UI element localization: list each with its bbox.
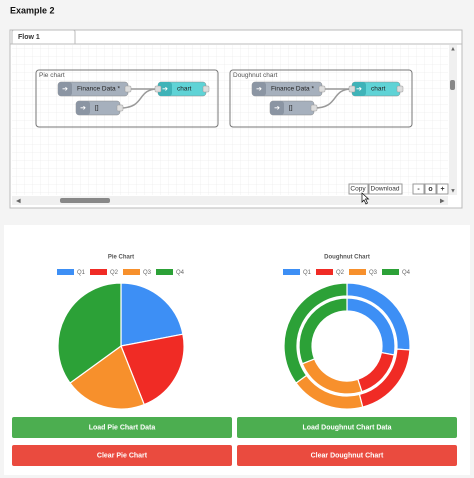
node-port[interactable]	[202, 85, 210, 93]
node-icon-glyph: ➔	[80, 105, 86, 112]
zoom-label[interactable]: -	[417, 186, 420, 193]
legend-label[interactable]: Q4	[402, 270, 411, 276]
slice	[120, 333, 185, 406]
group-label: Pie chart	[39, 72, 65, 79]
zoom-button[interactable]	[424, 183, 437, 195]
group-box[interactable]	[229, 69, 413, 128]
button-label[interactable]: Clear Pie Chart	[97, 452, 148, 459]
node-icon-glyph: ➔	[62, 86, 68, 93]
node-icon[interactable]	[76, 101, 90, 115]
node-icon[interactable]	[252, 82, 266, 96]
node-icon-glyph: ➔	[256, 86, 262, 93]
legend-label[interactable]: Q3	[143, 270, 152, 276]
legend-swatch[interactable]	[57, 269, 74, 275]
button-label[interactable]: Load Doughnut Chart Data	[302, 424, 391, 431]
zoom-label[interactable]: o	[428, 186, 432, 193]
button[interactable]	[12, 445, 232, 466]
slice	[283, 282, 348, 384]
node-icon[interactable]	[352, 82, 366, 96]
slice	[120, 282, 184, 347]
node-port[interactable]	[124, 85, 132, 93]
page-title: Example 2	[10, 5, 55, 15]
legend-swatch[interactable]	[283, 269, 300, 275]
node-port[interactable]	[154, 85, 162, 93]
slice	[69, 345, 145, 410]
node-label[interactable]: Finance Data *	[77, 86, 120, 93]
node-icon-glyph: ➔	[274, 105, 280, 112]
group-box[interactable]	[35, 69, 219, 128]
download-button[interactable]	[368, 183, 403, 195]
node-icon-glyph: ➔	[356, 86, 362, 93]
node-icon[interactable]	[158, 82, 172, 96]
node-label[interactable]: Finance Data *	[271, 86, 314, 93]
h-scrollbar[interactable]	[12, 196, 448, 205]
button[interactable]	[237, 445, 457, 466]
node-icon-glyph: ➔	[162, 86, 168, 93]
node-port[interactable]	[310, 104, 318, 112]
node-label[interactable]: []	[289, 105, 293, 112]
node-icon[interactable]	[58, 82, 72, 96]
chart-title: Doughnut Chart	[324, 255, 370, 261]
slice	[298, 297, 348, 365]
v-scrollbar[interactable]	[449, 45, 457, 195]
node-port[interactable]	[396, 85, 404, 93]
tab[interactable]	[11, 29, 76, 44]
slice	[57, 282, 122, 384]
h-scroll-thumb[interactable]	[60, 198, 110, 203]
chart-title: Pie Chart	[108, 255, 134, 261]
legend-label[interactable]: Q1	[77, 270, 86, 276]
legend-label[interactable]: Q2	[110, 270, 119, 276]
node-port[interactable]	[318, 85, 326, 93]
scroll-right[interactable]: ▶	[440, 199, 445, 205]
legend-swatch[interactable]	[382, 269, 399, 275]
button[interactable]	[237, 417, 457, 438]
zoom-button[interactable]	[412, 183, 425, 195]
button[interactable]	[12, 417, 232, 438]
button-label[interactable]: Load Pie Chart Data	[89, 424, 156, 431]
legend-swatch[interactable]	[316, 269, 333, 275]
legend-label[interactable]: Q2	[336, 270, 345, 276]
node-label[interactable]: chart	[177, 86, 192, 93]
legend-swatch[interactable]	[123, 269, 140, 275]
scroll-down[interactable]: ▼	[450, 189, 456, 195]
v-scroll-thumb[interactable]	[450, 80, 455, 90]
button-label[interactable]: Clear Doughnut Chart	[311, 452, 384, 459]
wire	[119, 88, 159, 109]
scroll-up[interactable]: ▲	[450, 47, 456, 53]
tab-label[interactable]: Flow 1	[18, 34, 40, 41]
scroll-left[interactable]: ◀	[16, 199, 21, 205]
zoom-button[interactable]	[436, 183, 449, 195]
node-port[interactable]	[116, 104, 124, 112]
cursor	[361, 192, 370, 205]
group-label: Doughnut chart	[233, 72, 278, 79]
legend-swatch[interactable]	[349, 269, 366, 275]
legend-swatch[interactable]	[156, 269, 173, 275]
legend-swatch[interactable]	[90, 269, 107, 275]
node-label[interactable]: chart	[371, 86, 386, 93]
node-port[interactable]	[348, 85, 356, 93]
download-label[interactable]: Download	[371, 186, 400, 193]
copy-label[interactable]: Copy	[350, 186, 366, 193]
wire	[313, 88, 353, 109]
zoom-label[interactable]: +	[440, 186, 444, 193]
node-icon[interactable]	[270, 101, 284, 115]
copy-button[interactable]	[348, 183, 369, 195]
legend-label[interactable]: Q1	[303, 270, 312, 276]
legend-label[interactable]: Q3	[369, 270, 378, 276]
legend-label[interactable]: Q4	[176, 270, 185, 276]
node-label[interactable]: []	[95, 105, 99, 112]
